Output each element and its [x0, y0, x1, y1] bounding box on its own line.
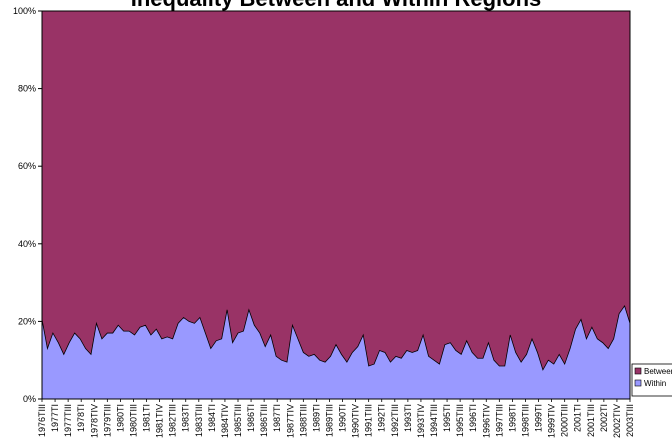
y-tick-label: 100%: [13, 6, 36, 16]
series-area-within: [41, 304, 631, 400]
x-tick-label: 1992TIII: [390, 404, 400, 437]
x-tick-label: 2002TIV: [612, 404, 622, 438]
x-tick-label: 1978TI: [76, 404, 86, 432]
x-tick-label: 1993TI: [403, 404, 413, 432]
x-tick-label: 1994TIII: [429, 404, 439, 437]
y-tick-label: 20%: [18, 316, 36, 326]
x-tick-label: 1980TIII: [128, 404, 138, 437]
legend-label: Within: [644, 379, 666, 388]
x-tick-label: 1999TIV: [547, 404, 557, 438]
x-tick-label: 1999TI: [534, 404, 544, 432]
x-tick-label: 1977TIII: [63, 404, 73, 437]
x-tick-label: 2001TI: [573, 404, 583, 432]
x-tick-label: 1977TI: [50, 404, 60, 432]
x-tick-label: 1989TIII: [324, 404, 334, 437]
x-tick-label: 1985TIII: [233, 404, 243, 437]
x-tick-label: 1998TI: [507, 404, 517, 432]
x-tick-label: 2002TI: [599, 404, 609, 432]
x-tick-label: 1986TI: [246, 404, 256, 432]
x-tick-label: 1998TIII: [520, 404, 530, 437]
y-tick-label: 40%: [18, 239, 36, 249]
x-tick-label: 1981TIV: [155, 404, 165, 438]
x-tick-label: 1986TIII: [259, 404, 269, 437]
x-tick-label: 2003TIII: [625, 404, 635, 437]
legend: Between Within: [631, 363, 672, 397]
x-tick-label: 1979TIII: [102, 404, 112, 437]
plot-frame: [41, 10, 631, 400]
x-tick-label: 1992TI: [377, 404, 387, 432]
x-tick-label: 1997TIII: [494, 404, 504, 437]
x-tick-label: 1982TIII: [168, 404, 178, 437]
legend-label: Between: [644, 367, 672, 376]
x-tick-label: 2000TIII: [560, 404, 570, 437]
x-tick-label: 1996TIV: [481, 404, 491, 438]
x-tick-label: 1980TI: [115, 404, 125, 432]
x-tick-label: 1993TIV: [416, 404, 426, 438]
y-tick-label: 0%: [23, 394, 36, 404]
x-tick-label: 1987TI: [272, 404, 282, 432]
x-tick-label: 1995TI: [442, 404, 452, 432]
x-tick-label: 1983TIII: [194, 404, 204, 437]
x-tick-label: 1988TIII: [298, 404, 308, 437]
x-tick-label: 2001TIII: [586, 404, 596, 437]
x-tick-label: 1989TI: [311, 404, 321, 432]
y-tick-label: 60%: [18, 161, 36, 171]
x-tick-label: 1983TI: [181, 404, 191, 432]
legend-swatch: [634, 367, 642, 375]
x-tick-label: 1978TIV: [89, 404, 99, 438]
x-tick-label: 1976TIII: [37, 404, 47, 437]
x-tick-label: 1984TIV: [220, 404, 230, 438]
x-tick-label: 1984TI: [207, 404, 217, 432]
x-tick-label: 1990TI: [338, 404, 348, 432]
x-tick-label: 1981TI: [142, 404, 152, 432]
x-tick-label: 1987TIV: [285, 404, 295, 438]
x-tick-label: 1990TIV: [351, 404, 361, 438]
chart-title: Inequality Between and Within Regions: [0, 0, 672, 12]
y-tick-label: 80%: [18, 84, 36, 94]
legend-swatch: [634, 379, 642, 387]
x-tick-label: 1991TIII: [364, 404, 374, 437]
x-tick-label: 1995TIII: [455, 404, 465, 437]
x-tick-label: 1996TI: [468, 404, 478, 432]
